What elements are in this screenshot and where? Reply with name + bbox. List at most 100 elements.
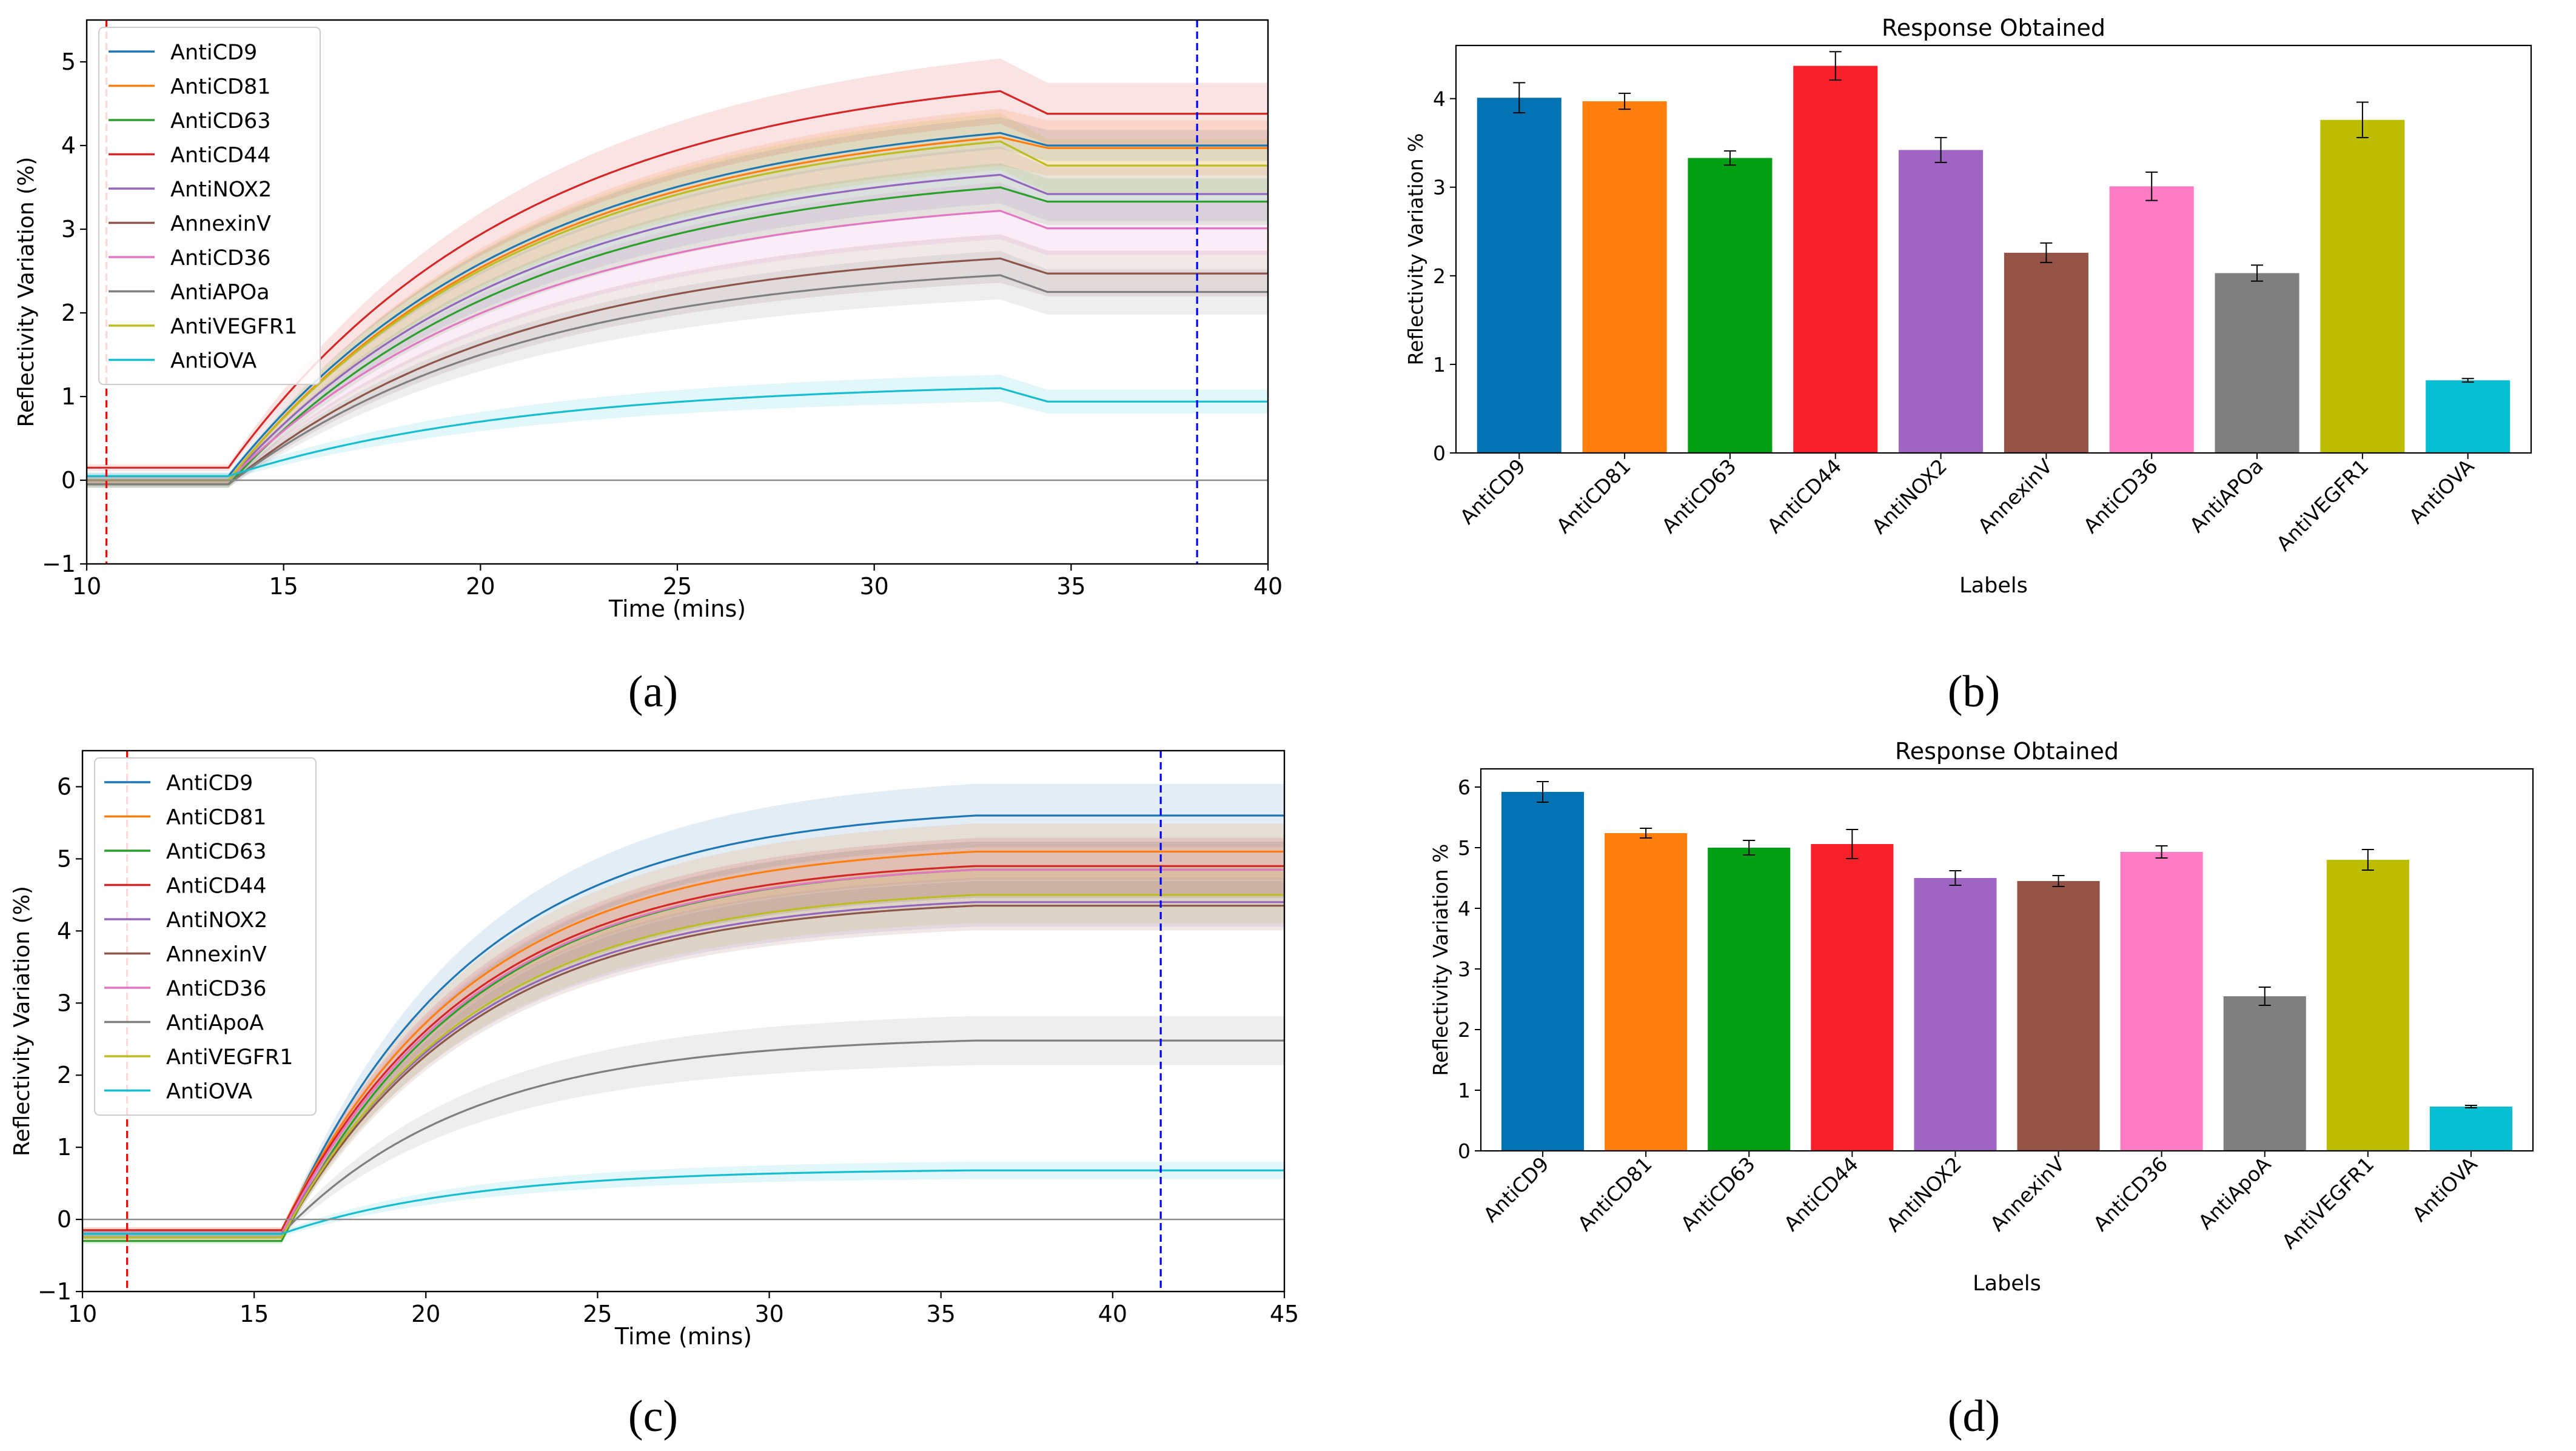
line-antivegfr1 <box>82 894 1284 1239</box>
line-antinox2 <box>87 173 1268 481</box>
band-anticd9 <box>87 117 1268 480</box>
y-tick-label: 0 <box>61 467 76 494</box>
legend: AntiCD9 AntiCD81 AntiCD63 AntiCD44 AntiNOX2 A… <box>98 27 321 385</box>
y-tick-label: 0 <box>57 1206 72 1233</box>
legend-label-annexinv: AnnexinV <box>170 212 271 236</box>
band-antinox2 <box>82 877 1284 1237</box>
confidence-bands <box>82 783 1284 1244</box>
legend-label-antiapoa: AntiApoA <box>166 1011 264 1036</box>
legend-label-antiapoa: AntiAPOa <box>170 281 270 305</box>
y-tick-label: 0 <box>1433 441 1446 465</box>
y-tick-label: 1 <box>1458 1079 1471 1102</box>
y-tick-label: 1 <box>61 383 76 410</box>
y-tick-label: 2 <box>57 1062 72 1088</box>
legend-label-antivegfr1: AntiVEGFR1 <box>166 1045 293 1070</box>
x-tick-label: 40 <box>1098 1301 1127 1327</box>
legend-box <box>98 27 321 385</box>
y-tick-label: 0 <box>1458 1139 1471 1163</box>
y-axis-label: Reflectivity Variation (%) <box>10 886 35 1156</box>
band-anticd9 <box>82 783 1284 1237</box>
y-tick-label: 2 <box>61 300 76 326</box>
y-tick-label: 4 <box>1458 897 1471 920</box>
legend-label-anticd44: AntiCD44 <box>170 144 271 168</box>
legend-label-antinox2: AntiNOX2 <box>170 178 272 202</box>
line-anticd44 <box>87 90 1268 469</box>
y-ticks: −1 0 1 2 3 4 5 <box>42 49 87 577</box>
bar-annexinv <box>2017 881 2100 1151</box>
y-tick-label: −1 <box>42 551 76 577</box>
bar-antiapoa <box>2223 996 2306 1151</box>
x-tick-label: 30 <box>754 1301 783 1327</box>
series-lines <box>87 90 1268 486</box>
y-tick-label: 4 <box>1433 87 1446 111</box>
band-annexinv <box>87 234 1268 488</box>
axes-frame <box>1455 44 2532 454</box>
legend-label-anticd9: AntiCD9 <box>166 771 253 796</box>
x-axis-label: Time (mins) <box>614 1323 752 1350</box>
legend-label-antivegfr1: AntiVEGFR1 <box>170 315 297 339</box>
x-tick-label: 45 <box>1270 1301 1299 1327</box>
x-tick-label: 40 <box>1253 573 1283 600</box>
legend: AntiCD9 AntiCD81 AntiCD63 AntiCD44 AntiNOX2 A… <box>94 757 317 1116</box>
y-tick-label: 3 <box>1433 176 1446 199</box>
y-tick-label: −1 <box>38 1278 72 1305</box>
x-tick-label: 15 <box>240 1301 269 1327</box>
x-tick-label: 30 <box>859 573 888 600</box>
y-tick-label: 2 <box>1458 1018 1471 1042</box>
line-anticd44 <box>82 865 1284 1232</box>
bar-antivegfr1 <box>2326 860 2409 1151</box>
bar-anticd9 <box>1477 98 1561 454</box>
plot-area <box>82 751 1284 1292</box>
line-antiova <box>82 1169 1284 1235</box>
x-tick-label: 10 <box>68 1301 97 1327</box>
bar-antiova <box>2426 380 2511 453</box>
bar-annexinv <box>2004 252 2088 453</box>
error-bars <box>1513 51 2474 383</box>
x-tick-label: 10 <box>72 573 101 600</box>
y-tick-label: 4 <box>61 132 76 159</box>
y-axis-label: Reflectivity Variation (%) <box>14 157 39 427</box>
band-anticd36 <box>82 841 1284 1237</box>
band-antiapoa <box>82 1016 1284 1237</box>
line-chart-panel-a: 10 15 20 25 30 35 40 −1 0 1 2 3 4 5 Time (mins) Reflect… <box>14 19 1283 622</box>
panel-label-a: (a) <box>628 667 678 717</box>
x-tick-label: 35 <box>1056 573 1085 600</box>
bars <box>1501 792 2512 1151</box>
band-antiapoa <box>87 250 1268 488</box>
band-anticd44 <box>87 58 1268 471</box>
x-ticks: 10 15 20 25 30 35 40 <box>72 564 1283 600</box>
legend-label-antinox2: AntiNOX2 <box>166 908 267 933</box>
x-ticks: 10 15 20 25 30 35 40 45 <box>68 1292 1299 1327</box>
band-antivegfr1 <box>82 866 1284 1241</box>
legend-label-antiova: AntiOVA <box>170 349 257 374</box>
bar-anticd36 <box>2120 852 2203 1151</box>
legend-label-anticd36: AntiCD36 <box>166 977 267 1001</box>
band-anticd63 <box>87 163 1268 488</box>
y-ticks: 0 1 2 3 4 <box>1433 87 1456 465</box>
band-anticd63 <box>82 841 1284 1244</box>
bar-anticd81 <box>1605 833 1688 1151</box>
bar-antiapoa <box>2215 273 2299 453</box>
y-tick-label: 3 <box>57 990 72 1016</box>
x-tick-label: 25 <box>663 573 692 600</box>
y-axis-label: Reflectivity Variation % <box>1429 844 1452 1076</box>
panel-label-b: (b) <box>1948 667 2000 717</box>
legend-box <box>94 757 317 1116</box>
legend-label-anticd44: AntiCD44 <box>166 874 267 899</box>
legend-label-anticd9: AntiCD9 <box>170 41 257 65</box>
bar-antinox2 <box>1914 878 1997 1151</box>
y-tick-label: 3 <box>61 216 76 243</box>
bar-anticd63 <box>1708 848 1791 1151</box>
bar-anticd81 <box>1582 101 1667 453</box>
x-axis-label: Labels <box>1973 1272 2041 1296</box>
legend-label-anticd81: AntiCD81 <box>166 806 267 830</box>
x-axis-label: Time (mins) <box>608 595 746 622</box>
legend-label-anticd63: AntiCD63 <box>166 840 267 864</box>
y-ticks: 0 1 2 3 4 5 6 <box>1458 776 1481 1163</box>
y-tick-label: 3 <box>1458 957 1471 981</box>
y-tick-label: 5 <box>57 845 72 872</box>
bar-antinox2 <box>1899 150 1984 453</box>
bar-anticd36 <box>2109 186 2194 453</box>
